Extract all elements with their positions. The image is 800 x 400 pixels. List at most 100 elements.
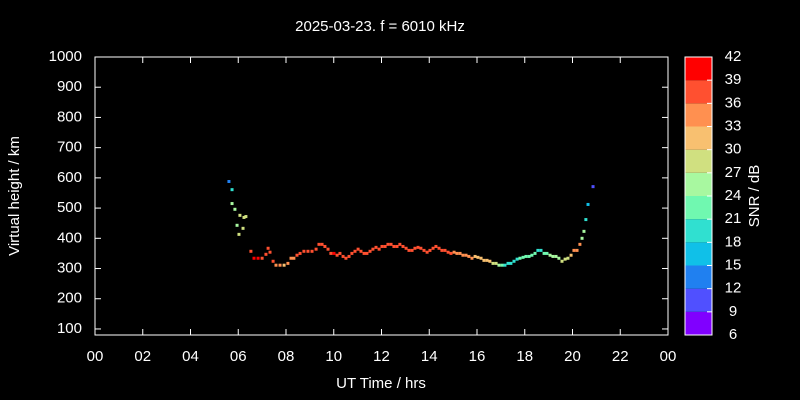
- scatter-point: [344, 256, 348, 260]
- scatter-point: [347, 254, 351, 258]
- y-tick-label: 400: [57, 229, 82, 246]
- scatter-point: [563, 257, 567, 261]
- scatter-point: [551, 254, 555, 258]
- scatter-point: [389, 242, 393, 246]
- scatter-point: [282, 263, 286, 267]
- scatter-point: [266, 246, 270, 250]
- scatter-point: [286, 261, 290, 265]
- scatter-point: [500, 263, 504, 267]
- scatter-point: [503, 263, 507, 267]
- scatter-point: [380, 244, 384, 248]
- scatter-point: [320, 242, 324, 246]
- scatter-point: [392, 244, 396, 248]
- colorbar-label: SNR / dB: [746, 165, 763, 228]
- scatter-point: [572, 248, 576, 252]
- scatter-point: [398, 242, 402, 246]
- colorbar-tick-label: 18: [725, 233, 742, 250]
- colorbar-band: [685, 288, 712, 312]
- scatter-point: [235, 223, 239, 227]
- y-axis-label: Virtual height / km: [6, 136, 23, 256]
- scatter-point: [437, 246, 441, 250]
- scatter-point: [491, 261, 495, 265]
- scatter-point: [479, 256, 483, 260]
- colorbar-band: [685, 80, 712, 104]
- scatter-point: [419, 246, 423, 250]
- scatter-point: [227, 179, 231, 183]
- scatter-point: [298, 251, 302, 255]
- y-tick-label: 500: [57, 199, 82, 216]
- colorbar-band: [685, 57, 712, 81]
- scatter-point: [252, 256, 256, 260]
- scatter-point: [317, 242, 321, 246]
- scatter-point: [580, 236, 584, 240]
- scatter-point: [521, 255, 525, 259]
- chart-title: 2025-03-23. f = 6010 kHz: [295, 18, 465, 35]
- scatter-point: [497, 263, 501, 267]
- colorbar-tick-label: 39: [725, 71, 742, 88]
- colorbar-tick-label: 42: [725, 48, 742, 65]
- scatter-point: [264, 252, 268, 256]
- x-tick-label: 20: [564, 348, 581, 365]
- x-tick-label: 14: [421, 348, 438, 365]
- colorbar-tick-label: 6: [729, 326, 737, 343]
- scatter-point: [485, 258, 489, 262]
- scatter-point: [278, 263, 282, 267]
- scatter-point: [470, 256, 474, 260]
- scatter-point: [533, 251, 537, 255]
- scatter-point: [292, 256, 296, 260]
- scatter-point: [332, 251, 336, 255]
- scatter-point: [467, 254, 471, 258]
- colorbar-band: [685, 196, 712, 220]
- scatter-point: [310, 249, 314, 253]
- colorbar-band: [685, 172, 712, 196]
- scatter-point: [362, 251, 366, 255]
- scatter-point: [404, 246, 408, 250]
- scatter-point: [241, 226, 245, 230]
- colorbar-band: [685, 265, 712, 289]
- scatter-point: [575, 248, 579, 252]
- scatter-point: [256, 256, 260, 260]
- x-tick-label: 00: [660, 348, 677, 365]
- scatter-point: [314, 247, 318, 251]
- scatter-point: [434, 244, 438, 248]
- x-tick-label: 00: [87, 348, 104, 365]
- scatter-point: [518, 256, 522, 260]
- scatter-point: [560, 259, 564, 263]
- scatter-point: [425, 250, 429, 254]
- colorbar-band: [685, 126, 712, 150]
- y-tick-label: 800: [57, 108, 82, 125]
- colorbar-tick-label: 12: [725, 280, 742, 297]
- scatter-point: [461, 253, 465, 257]
- scatter-point: [449, 251, 453, 255]
- scatter-point: [440, 248, 444, 252]
- scatter-point: [323, 244, 327, 248]
- scatter-point: [335, 253, 339, 257]
- x-tick-label: 12: [373, 348, 390, 365]
- scatter-point: [302, 249, 306, 253]
- colorbar-tick-label: 15: [725, 256, 742, 273]
- scatter-point: [238, 213, 242, 217]
- scatter-point: [249, 249, 253, 253]
- scatter-point: [350, 251, 354, 255]
- scatter-point: [548, 253, 552, 257]
- scatter-point: [512, 259, 516, 263]
- scatter-point: [584, 218, 588, 222]
- scatter-point: [401, 244, 405, 248]
- scatter-point: [509, 261, 513, 265]
- scatter-point: [306, 249, 310, 253]
- colorbar-band: [685, 149, 712, 173]
- scatter-point: [368, 249, 372, 253]
- x-tick-label: 18: [516, 348, 533, 365]
- scatter-point: [365, 251, 369, 255]
- scatter-point: [566, 256, 570, 260]
- scatter-point: [542, 251, 546, 255]
- colorbar-tick-label: 27: [725, 164, 742, 181]
- scatter-point: [410, 248, 414, 252]
- x-tick-label: 10: [325, 348, 342, 365]
- scatter-point: [431, 246, 435, 250]
- x-tick-label: 04: [182, 348, 199, 365]
- y-tick-label: 100: [57, 320, 82, 337]
- scatter-point: [578, 242, 582, 246]
